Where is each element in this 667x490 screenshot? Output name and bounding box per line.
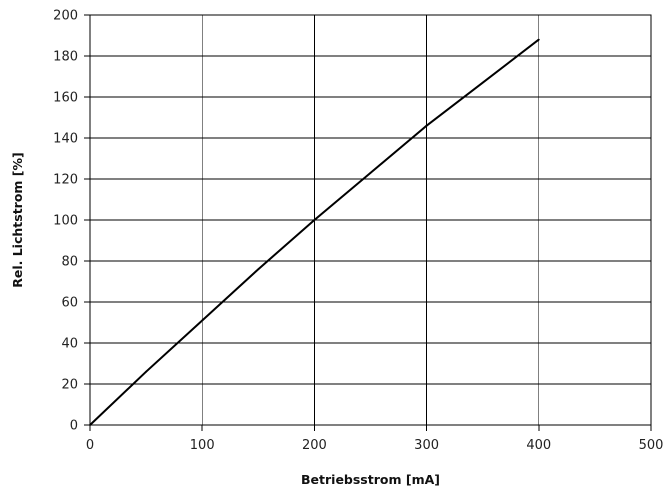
x-tick-label: 500: [639, 438, 664, 453]
data-point: [201, 319, 204, 322]
x-tick-label: 300: [414, 438, 439, 453]
y-tick-label: 140: [53, 132, 78, 147]
x-tick-label: 100: [190, 438, 215, 453]
data-point: [313, 219, 316, 221]
y-tick-label: 0: [70, 419, 78, 434]
y-tick-label: 40: [61, 337, 78, 352]
y-tick-label: 200: [53, 9, 78, 24]
data-point: [425, 124, 428, 127]
y-tick-label: 100: [53, 214, 78, 229]
data-series: [89, 38, 540, 426]
y-tick-label: 160: [53, 91, 78, 106]
x-tick-label: 400: [526, 438, 551, 453]
y-tick-label: 20: [61, 378, 78, 393]
x-axis-title: Betriebsstrom [mA]: [301, 472, 440, 487]
data-point: [369, 171, 372, 174]
y-tick-label: 60: [61, 296, 78, 311]
data-point: [537, 38, 540, 41]
y-tick-label: 180: [53, 50, 78, 65]
x-tick-label: 0: [86, 438, 94, 453]
data-point: [481, 81, 484, 84]
data-point: [89, 424, 91, 426]
y-axis-title: Rel. Lichtstrom [%]: [10, 152, 25, 288]
grid-lines: [90, 15, 651, 425]
data-point: [257, 268, 260, 271]
y-tick-label: 80: [61, 255, 78, 270]
y-tick-label: 120: [53, 173, 78, 188]
axis-ticks: 0 100 200 300 400 500 0 20 40 60 80 100 120 140 160 180…: [53, 9, 663, 454]
data-point: [145, 370, 148, 373]
x-tick-label: 200: [302, 438, 327, 453]
